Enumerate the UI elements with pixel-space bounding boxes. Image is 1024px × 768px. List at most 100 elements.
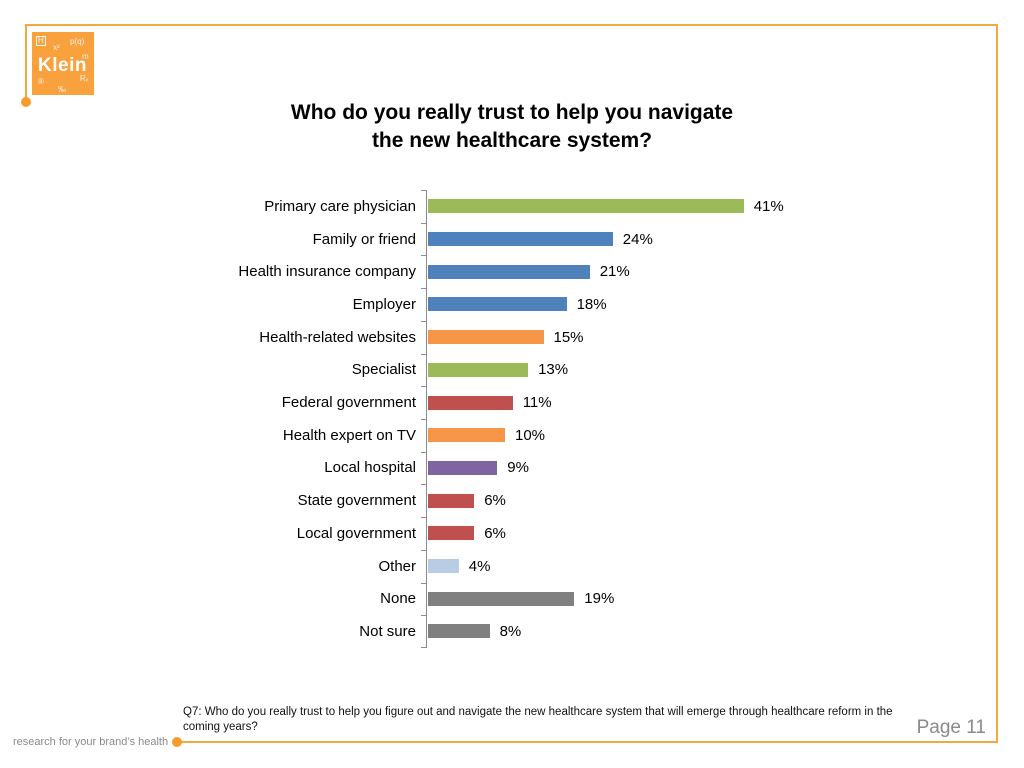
axis-tick: [421, 255, 426, 256]
bar: [428, 460, 498, 475]
category-label: Local government: [296, 524, 416, 542]
chart-row: Specialist 13%: [180, 354, 1010, 387]
category-label: Family or friend: [312, 230, 416, 248]
value-label: 19%: [584, 590, 615, 608]
frame-left-line: [25, 24, 27, 98]
axis-tick: [421, 321, 426, 322]
value-label: 11%: [522, 394, 552, 412]
axis-tick: [421, 190, 426, 191]
klein-logo: H x² p(q) m Klein ® Rₓ ‰: [32, 32, 94, 95]
value-label: 24%: [622, 230, 653, 248]
axis-tick: [421, 386, 426, 387]
bar-zone: 4%: [426, 558, 1010, 575]
slide-title-line2: the new healthcare system?: [371, 129, 653, 152]
bar: [428, 526, 475, 541]
bar: [428, 232, 613, 247]
bar: [428, 493, 475, 508]
bar-zone: 15%: [426, 329, 1010, 346]
bar: [428, 199, 744, 214]
bar-zone: 13%: [426, 361, 1010, 378]
slide-title: Who do you really trust to help you navi…: [0, 99, 1024, 155]
category-label: Federal government: [281, 394, 416, 412]
bar: [428, 591, 575, 606]
chart-row: Not sure 8%: [180, 615, 1010, 648]
axis-tick: [421, 517, 426, 518]
frame-right-line: [996, 24, 998, 743]
logo-glyph-registered: ®: [38, 77, 44, 86]
category-label: None: [380, 590, 416, 608]
chart-row: Health-related websites 15%: [180, 321, 1010, 354]
category-label: Employer: [352, 295, 416, 313]
axis-tick: [421, 583, 426, 584]
chart-row: Employer 18%: [180, 288, 1010, 321]
bar: [428, 297, 567, 312]
category-label: Primary care physician: [264, 197, 416, 215]
logo-glyph-r: Rₓ: [80, 74, 89, 83]
question-footnote: Q7: Who do you really trust to help you …: [183, 706, 893, 733]
bar: [428, 264, 590, 279]
logo-glyph-h: H: [36, 36, 46, 46]
value-label: 21%: [599, 263, 630, 281]
category-label: Health expert on TV: [282, 426, 416, 444]
axis-tick: [421, 615, 426, 616]
bar-zone: 6%: [426, 492, 1010, 509]
bar: [428, 395, 513, 410]
category-label: Other: [378, 557, 416, 575]
frame-left-dot: [21, 97, 31, 107]
bar-zone: 10%: [426, 427, 1010, 444]
logo-wordmark: Klein: [38, 55, 87, 76]
category-label: Local hospital: [324, 459, 416, 477]
logo-glyph-x2: x²: [53, 43, 60, 52]
value-label: 18%: [576, 295, 607, 313]
logo-glyph-m: m: [82, 52, 89, 61]
axis-tick: [421, 484, 426, 485]
chart-y-axis: [426, 190, 427, 648]
bar-zone: 21%: [426, 263, 1010, 280]
page-number: Page 11: [916, 717, 986, 738]
chart-row: Primary care physician 41%: [180, 190, 1010, 223]
value-label: 10%: [515, 426, 546, 444]
value-label: 15%: [553, 328, 584, 346]
bar-zone: 6%: [426, 525, 1010, 542]
bar: [428, 624, 490, 639]
chart-row: Local government 6%: [180, 517, 1010, 550]
axis-tick: [421, 288, 426, 289]
frame-bottom-line: [181, 741, 997, 743]
frame-bottom-dot: [172, 737, 182, 747]
bar-zone: 9%: [426, 459, 1010, 476]
value-label: 6%: [484, 492, 506, 510]
bar-zone: 18%: [426, 296, 1010, 313]
value-label: 8%: [499, 622, 522, 640]
bar-zone: 24%: [426, 231, 1010, 248]
value-label: 41%: [753, 197, 784, 215]
logo-glyph-permille: ‰: [58, 85, 66, 94]
chart-row: Local hospital 9%: [180, 452, 1010, 485]
bar: [428, 559, 459, 574]
chart-rows: Primary care physician 41% Family or frien…: [180, 190, 1010, 648]
value-label: 6%: [484, 524, 506, 542]
category-label: State government: [297, 492, 416, 510]
bar: [428, 362, 529, 377]
axis-tick: [421, 354, 426, 355]
category-label: Specialist: [351, 361, 416, 379]
category-label: Health-related websites: [259, 328, 416, 346]
category-label: Health insurance company: [238, 263, 416, 281]
slide-title-line1: Who do you really trust to help you navi…: [290, 101, 734, 124]
chart-row: Health expert on TV 10%: [180, 419, 1010, 452]
value-label: 13%: [538, 361, 569, 379]
axis-tick: [421, 550, 426, 551]
bar-zone: 19%: [426, 590, 1010, 607]
chart-row: Other 4%: [180, 550, 1010, 583]
value-label: 9%: [507, 459, 529, 477]
bar-chart: Primary care physician 41% Family or frien…: [180, 190, 1010, 648]
axis-tick: [421, 647, 426, 648]
axis-tick: [421, 223, 426, 224]
chart-row: Health insurance company 21%: [180, 255, 1010, 288]
chart-row: State government 6%: [180, 484, 1010, 517]
value-label: 4%: [468, 557, 491, 575]
bar: [428, 428, 505, 443]
frame-top-line: [25, 24, 997, 26]
bar-zone: 8%: [426, 623, 1010, 640]
chart-row: Family or friend 24%: [180, 223, 1010, 256]
